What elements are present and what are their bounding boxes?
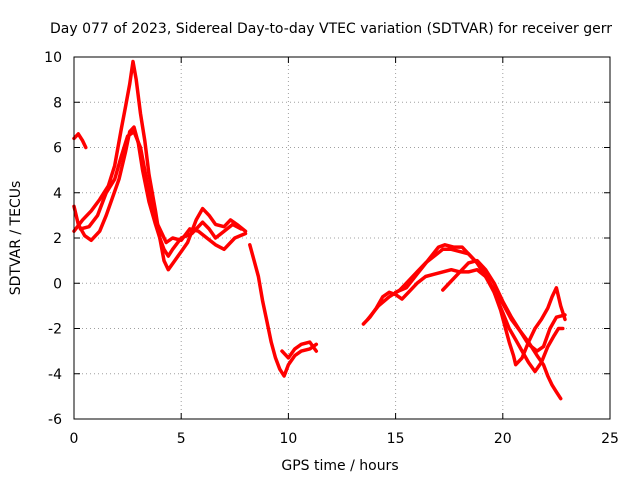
y-tick-label: 8 <box>53 95 62 111</box>
y-tick-label: 0 <box>53 276 62 292</box>
y-tick-label: -6 <box>48 412 62 428</box>
x-tick-labels: 0 5 10 15 20 25 <box>70 431 619 447</box>
y-tick-label: 2 <box>53 231 62 247</box>
chart-title: Day 077 of 2023, Sidereal Day-to-day VTE… <box>50 21 612 37</box>
series-line-track-3 <box>72 59 248 272</box>
y-tick-labels: -6 -4 -2 0 2 4 6 8 10 <box>44 50 62 428</box>
y-tick-label: 6 <box>53 141 62 157</box>
y-tick-label: -2 <box>48 322 62 338</box>
x-tick-label: 20 <box>494 431 512 447</box>
x-tick-label: 15 <box>387 431 405 447</box>
y-tick-label: -4 <box>48 367 62 383</box>
grid-lines <box>74 57 610 419</box>
series-line-track-6 <box>280 340 319 360</box>
x-tick-label: 0 <box>70 431 79 447</box>
series-line-track-10 <box>441 258 567 353</box>
y-axis-label: SDTVAR / TECUs <box>8 181 24 296</box>
series-line-track-4 <box>78 129 248 252</box>
axis-ticks <box>73 56 611 420</box>
x-tick-label: 25 <box>601 431 619 447</box>
series-line-track-2 <box>72 125 243 258</box>
data-series <box>72 59 567 401</box>
x-tick-label: 5 <box>177 431 186 447</box>
y-tick-label: 4 <box>53 186 62 202</box>
series-line-track-9 <box>393 243 567 367</box>
y-tick-label: 10 <box>44 50 62 66</box>
series-line-track-5 <box>248 243 319 378</box>
x-tick-label: 10 <box>279 431 297 447</box>
series-line-track-1 <box>72 132 88 150</box>
x-axis-label: GPS time / hours <box>281 458 398 474</box>
